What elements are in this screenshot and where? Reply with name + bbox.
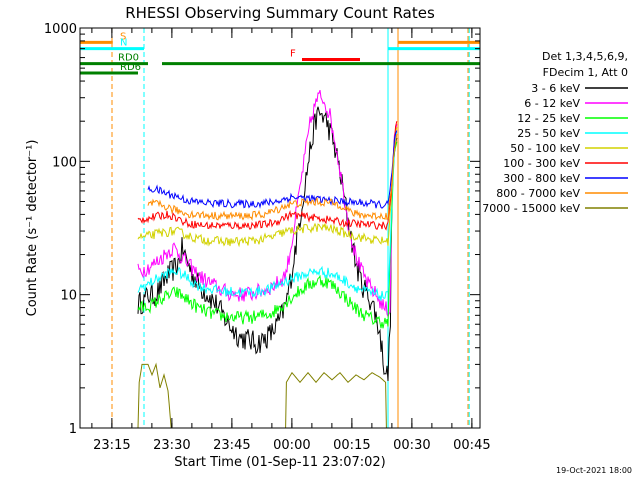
legend-entry-label: 50 - 100 keV [510,142,580,155]
legend: Det 1,3,4,5,6,9, FDecim 1, Att 0 3 - 6 k… [482,50,628,215]
legend-entry-label: 12 - 25 keV [517,112,580,125]
x-tick-label: 23:45 [213,438,250,453]
series-line-9 [137,362,387,428]
x-tick-label: 00:00 [273,438,310,453]
legend-entry-label: 100 - 300 keV [503,157,580,170]
series-line-8 [147,134,398,221]
series-line-7 [147,130,398,209]
chart-title: RHESSI Observing Summary Count Rates [125,4,435,22]
footer-timestamp: 19-Oct-2021 18:00 [556,466,632,475]
series-line-5 [137,127,398,248]
legend-entry-label: 25 - 50 keV [517,127,580,140]
state-bar-label: F [290,49,296,60]
plot-frame [79,27,481,429]
x-axis-label: Start Time (01-Sep-11 23:07:02) [174,455,385,470]
x-tick-label: 23:15 [93,438,130,453]
y-tick-label: 1000 [44,22,77,37]
x-tick-label: 00:45 [453,438,490,453]
y-tick-label: 100 [52,155,77,170]
x-tick-label: 23:30 [153,438,190,453]
series-line-1 [137,106,398,382]
y-tick-label: 10 [60,289,77,304]
legend-entry-label: 6 - 12 keV [524,97,580,110]
legend-entry-label: 7000 - 15000 keV [482,202,580,215]
legend-entry-label: 3 - 6 keV [531,82,580,95]
state-bar-label: RD6 [120,62,141,73]
state-bar-label: S [120,31,126,42]
state-bar-label: N [120,38,127,49]
y-tick-label: 1 [69,422,77,437]
y-axis-label: Count Rate (s⁻¹ detector⁻¹) [25,140,40,317]
series-line-4 [137,132,398,301]
legend-header-line: Det 1,3,4,5,6,9, [542,50,628,63]
x-tick-label: 00:15 [333,438,370,453]
series-line-6 [137,121,398,231]
series-line-3 [137,141,398,329]
x-tick-label: 00:30 [393,438,430,453]
state-bar-label: RD0 [118,53,139,64]
legend-entry-label: 800 - 7000 keV [496,187,580,200]
legend-header-line: FDecim 1, Att 0 [543,66,628,79]
legend-entry-label: 300 - 800 keV [503,172,580,185]
